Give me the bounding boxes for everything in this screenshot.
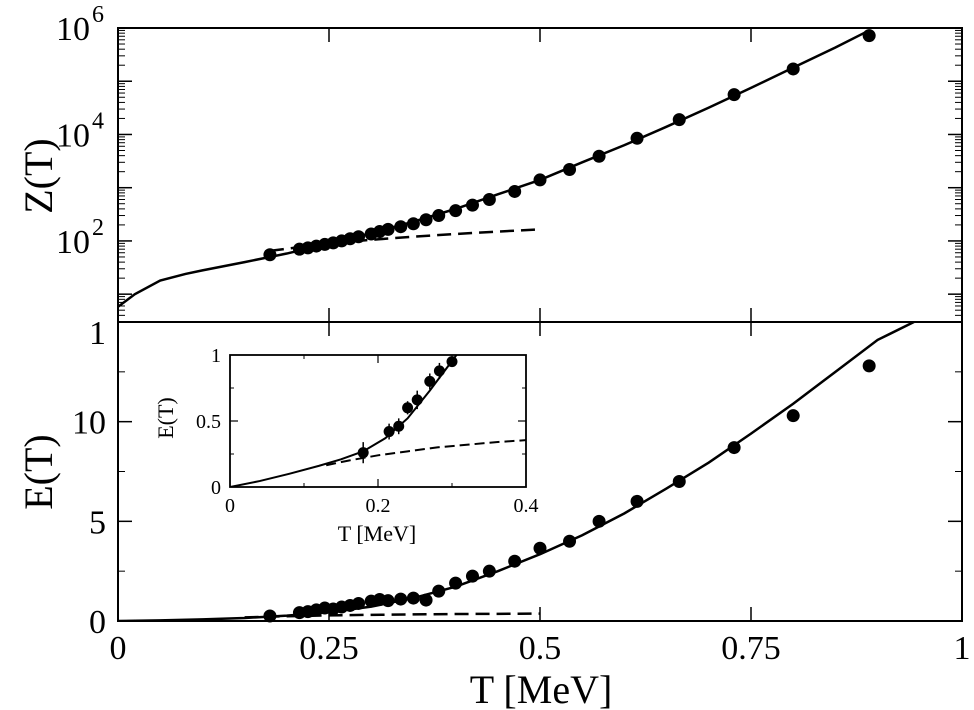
bottom-data-point: [508, 554, 522, 568]
bottom-data-point: [563, 534, 577, 548]
top-data-point: [727, 88, 741, 102]
top-data-point: [482, 193, 496, 207]
inset-data-point: [433, 365, 445, 377]
top-y-tick-exponent: 4: [92, 108, 104, 134]
top-y-tick-label: 10: [56, 224, 90, 261]
top-data-point: [533, 173, 547, 187]
bottom-y-tick-label: 10: [72, 405, 106, 442]
top-y-tick-exponent: 2: [92, 215, 104, 241]
bottom-y-tick-label: 0: [89, 604, 106, 641]
top-data-point: [263, 248, 277, 262]
bottom-data-point: [786, 409, 800, 423]
top-data-point: [406, 217, 420, 231]
bottom-data-point: [352, 596, 366, 610]
top-y-tick-label: 10: [56, 117, 90, 154]
top-data-point: [672, 113, 686, 127]
inset-x-tick-label: 0: [225, 495, 235, 517]
bottom-x-tick-label: 1: [954, 630, 971, 667]
tick-base: 10: [56, 117, 90, 154]
top-data-point: [449, 204, 463, 218]
top-solid-curve: [118, 29, 870, 308]
inset-x-axis-label: T [MeV]: [338, 521, 416, 546]
tick-base: 10: [56, 224, 90, 261]
bottom-data-point: [419, 593, 433, 607]
x-axis-label: T [MeV]: [470, 667, 613, 710]
top-data-point: [432, 209, 446, 223]
bottom-data-point: [263, 609, 277, 623]
bottom-data-point: [465, 569, 479, 583]
inset-data-point: [411, 394, 423, 406]
bottom-frame: [117, 321, 963, 622]
inset-y-axis-label: E(T): [153, 397, 178, 439]
bottom-data-point: [449, 576, 463, 590]
inset-y-tick-label: 1: [211, 345, 221, 367]
bottom-data-point: [630, 494, 644, 508]
bottom-data-point: [381, 594, 395, 608]
top-y-tick-exponent: 6: [92, 2, 104, 28]
inset-background: [230, 355, 526, 487]
bottom-x-tick-label: 0.75: [721, 630, 781, 667]
inset-data-point: [393, 420, 405, 432]
inset-data-point: [357, 447, 369, 459]
bottom-dashed-curve: [244, 612, 541, 619]
bottom-data-point: [394, 592, 408, 606]
top-data-point: [563, 162, 577, 176]
inset-frame: [229, 354, 527, 488]
tick-base: 10: [56, 11, 90, 48]
inset-data-point: [424, 375, 436, 387]
bottom-data-point: [482, 564, 496, 578]
inset-data-point: [383, 426, 395, 438]
top-data-point: [465, 198, 479, 212]
bottom-y-tick-label: 5: [89, 504, 106, 541]
bottom-data-point: [727, 441, 741, 455]
top-data-point: [352, 230, 366, 244]
inset-dashed-curve: [325, 439, 526, 467]
bottom-top-tick-label: 1: [89, 315, 106, 352]
top-data-point: [508, 184, 522, 198]
top-data-point: [630, 131, 644, 145]
bottom-data-point: [862, 359, 876, 373]
bottom-x-tick-label: 0.25: [299, 630, 359, 667]
inset-y-tick-label: 0: [211, 477, 221, 499]
inset-panel: 0 0.2 0.4 0 0.5 1: [196, 345, 539, 517]
inset-data-point: [402, 402, 414, 414]
bottom-data-point: [672, 474, 686, 488]
inset-y-tick-label: 0.5: [196, 411, 221, 433]
top-data-point: [394, 220, 408, 234]
bottom-data-point: [432, 584, 446, 598]
bottom-x-tick-label: 0: [110, 630, 127, 667]
top-data-point: [419, 213, 433, 227]
top-data-point: [862, 29, 876, 43]
bottom-x-tick-label: 0.5: [519, 630, 562, 667]
bottom-y-axis-label: E(T): [16, 434, 61, 510]
inset-x-tick-label: 0.2: [366, 495, 391, 517]
inset-x-tick-label: 0.4: [514, 495, 539, 517]
top-data-point: [592, 149, 606, 163]
top-y-axis-label: Z(T): [16, 138, 61, 214]
bottom-data-point: [592, 514, 606, 528]
top-y-tick-label: 10: [56, 11, 90, 48]
bottom-data-point: [406, 591, 420, 605]
top-data-point: [381, 222, 395, 236]
bottom-data-point: [533, 541, 547, 555]
top-data-point: [786, 62, 800, 76]
inset-data-point: [446, 356, 458, 368]
